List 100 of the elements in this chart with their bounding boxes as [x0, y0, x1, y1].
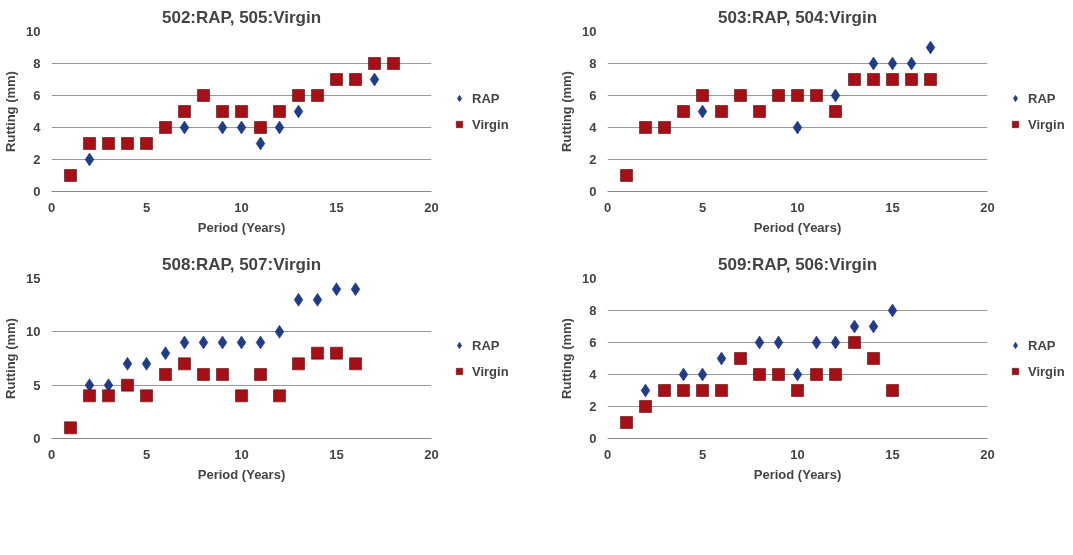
point — [848, 336, 861, 349]
point — [677, 105, 690, 118]
point — [792, 120, 803, 135]
y-tick-label: 10 — [26, 324, 41, 340]
point — [216, 368, 229, 381]
y-tick-label: 0 — [589, 184, 597, 199]
point — [886, 73, 899, 86]
point — [254, 368, 267, 381]
point — [122, 357, 133, 371]
point — [274, 120, 285, 135]
point — [102, 389, 115, 403]
point — [178, 105, 191, 118]
point — [716, 351, 727, 366]
y-tick-label: 2 — [33, 152, 41, 167]
y-tick-label: 6 — [33, 88, 41, 103]
point — [64, 169, 77, 182]
y-tick-label: 4 — [33, 120, 42, 135]
point — [368, 57, 381, 70]
point — [868, 56, 879, 71]
point — [924, 73, 937, 86]
point — [160, 346, 171, 360]
point — [140, 389, 153, 403]
point — [772, 368, 785, 381]
x-tick-label: 20 — [980, 446, 995, 462]
point — [639, 121, 652, 134]
point — [330, 346, 343, 360]
point — [640, 383, 651, 398]
y-tick-label: 4 — [589, 367, 598, 382]
x-tick-label: 15 — [885, 199, 900, 215]
point — [311, 89, 324, 102]
x-tick-label: 0 — [603, 199, 612, 215]
x-tick-label: 10 — [234, 446, 249, 462]
point — [830, 88, 841, 103]
point — [387, 57, 400, 70]
legend-label: RAP — [472, 337, 500, 353]
x-tick-label: 0 — [47, 446, 56, 462]
x-tick-label: 5 — [698, 446, 707, 462]
point — [216, 105, 229, 118]
y-tick-label: 0 — [33, 184, 41, 199]
y-tick-label: 4 — [589, 120, 598, 135]
x-tick-label: 15 — [329, 199, 344, 215]
point — [235, 105, 248, 118]
point — [293, 293, 304, 307]
point — [197, 89, 210, 102]
y-tick-label: 6 — [589, 88, 597, 103]
point — [754, 335, 765, 350]
legend-label: RAP — [1028, 90, 1056, 106]
point — [141, 357, 152, 371]
x-tick-label: 15 — [329, 446, 344, 462]
legend-label: Virgin — [1028, 116, 1065, 132]
point — [886, 384, 899, 397]
y-tick-label: 8 — [589, 303, 597, 318]
point — [753, 105, 766, 118]
chart-title: 509:RAP, 506:Virgin — [717, 254, 878, 274]
y-tick-label: 2 — [589, 152, 597, 167]
point — [867, 352, 880, 365]
x-axis-title: Period (Years) — [753, 466, 842, 482]
point — [255, 136, 266, 151]
point — [620, 169, 633, 182]
point — [887, 303, 898, 318]
x-tick-label: 5 — [142, 199, 151, 215]
point — [236, 335, 247, 350]
point — [178, 357, 191, 371]
point — [179, 335, 190, 350]
point — [369, 72, 380, 87]
point — [678, 367, 689, 382]
chart-title: 503:RAP, 504:Virgin — [717, 7, 878, 27]
point — [849, 319, 860, 334]
point — [848, 73, 861, 86]
x-axis-title: Period (Years) — [753, 219, 842, 235]
point — [772, 89, 785, 102]
point — [311, 346, 324, 360]
point — [905, 73, 918, 86]
legend-label: Virgin — [472, 116, 509, 132]
y-tick-label: 8 — [589, 56, 597, 71]
point — [829, 368, 842, 381]
point — [696, 89, 709, 102]
point — [868, 319, 879, 334]
point — [83, 389, 96, 403]
point — [715, 384, 728, 397]
point — [235, 389, 248, 403]
point — [159, 368, 172, 381]
y-axis-title: Rutting (mm) — [559, 318, 575, 399]
y-tick-label: 6 — [589, 335, 597, 350]
point — [293, 104, 304, 119]
point — [696, 384, 709, 397]
y-tick-label: 2 — [589, 399, 597, 414]
point — [140, 137, 153, 150]
point — [677, 384, 690, 397]
y-tick-label: 0 — [589, 431, 597, 446]
point — [217, 120, 228, 135]
point — [292, 89, 305, 102]
point — [83, 137, 96, 150]
point — [273, 389, 286, 403]
point — [830, 335, 841, 350]
y-tick-label: 10 — [582, 24, 597, 39]
point — [349, 73, 362, 86]
y-tick-label: 15 — [26, 271, 41, 286]
point — [925, 40, 936, 55]
point — [331, 282, 342, 296]
